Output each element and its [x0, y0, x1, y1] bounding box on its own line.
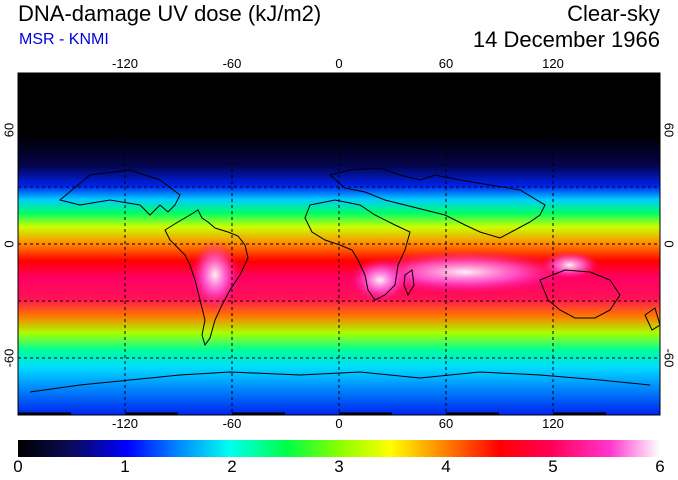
colorbar-label-3: 3: [334, 457, 344, 476]
coastlines: [29, 167, 660, 393]
lon-label-top-minus120: -120: [111, 56, 139, 71]
lon-label-bottom-minus60: -60: [222, 416, 242, 431]
title: DNA-damage UV dose (kJ/m2): [18, 1, 322, 26]
lon-label-bottom-60: 60: [438, 416, 454, 431]
colorbar-label-2: 2: [227, 457, 237, 476]
map-frame: [17, 72, 661, 416]
lon-label-bottom-minus120: -120: [111, 416, 139, 431]
graticule: [18, 73, 660, 415]
date-label: 14 December 1966: [472, 27, 660, 52]
lat-label-right-minus60: -60: [661, 348, 677, 368]
lat-label-right-0: 0: [661, 240, 677, 248]
colorbar: [18, 440, 660, 457]
lat-label-left-60: 60: [1, 122, 17, 138]
lon-label-top-60: 60: [438, 56, 454, 71]
lon-label-top-minus60: -60: [222, 56, 242, 71]
lat-label-left-minus60: -60: [1, 348, 17, 368]
lon-label-bottom-120: 120: [542, 416, 564, 431]
lat-label-right-60: 60: [661, 122, 677, 138]
sky-mode-label: Clear-sky: [567, 1, 660, 26]
colorbar-label-0: 0: [13, 457, 23, 476]
colorbar-label-5: 5: [548, 457, 558, 476]
lon-label-bottom-0: 0: [335, 416, 343, 431]
lon-label-top-0: 0: [335, 56, 343, 71]
lon-label-top-120: 120: [542, 56, 564, 71]
source-label: MSR - KNMI: [19, 31, 109, 48]
colorbar-label-4: 4: [441, 457, 451, 476]
lat-label-left-0: 0: [1, 240, 17, 248]
colorbar-label-6: 6: [655, 457, 665, 476]
colorbar-label-1: 1: [120, 457, 130, 476]
